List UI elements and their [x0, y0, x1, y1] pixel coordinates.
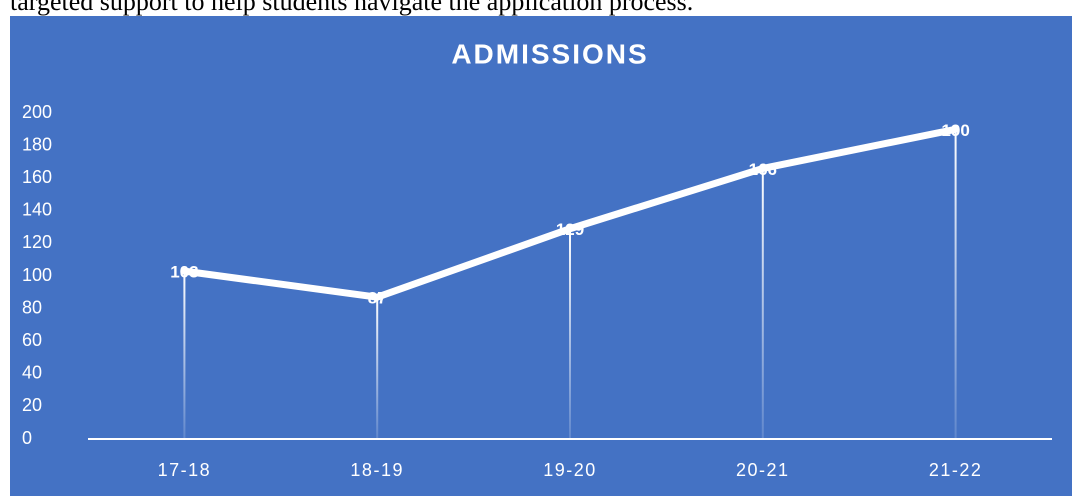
y-tick-label: 80	[22, 297, 42, 317]
drop-line	[761, 168, 764, 440]
y-tick-label: 0	[22, 428, 32, 448]
y-tick-label: 160	[22, 167, 52, 187]
data-label: 190	[941, 121, 969, 140]
drop-line	[569, 228, 571, 439]
x-tick-label: 21-22	[929, 460, 983, 480]
drop-line	[376, 297, 379, 439]
y-tick-label: 20	[22, 395, 42, 415]
y-tick-label: 100	[22, 265, 52, 285]
y-tick-label: 200	[22, 102, 52, 122]
y-tick-label: 40	[22, 363, 42, 383]
drop-line	[183, 271, 186, 439]
drop-line	[954, 129, 957, 440]
x-tick-label: 20-21	[736, 460, 790, 480]
y-tick-label: 60	[22, 330, 42, 350]
data-label: 166	[749, 160, 777, 179]
caption: targeted support to help students naviga…	[10, 0, 693, 16]
y-tick-label: 140	[22, 200, 52, 220]
data-label: 87	[368, 289, 387, 308]
data-line	[180, 125, 960, 301]
x-tick-label: 19-20	[543, 460, 597, 480]
x-tick-label: 18-19	[350, 460, 404, 480]
chart-title: ADMISSIONS	[451, 38, 648, 69]
y-tick-label: 120	[22, 232, 52, 252]
y-tick-label: 180	[22, 134, 52, 154]
data-label: 103	[170, 263, 198, 282]
data-label: 129	[556, 220, 584, 239]
chart-background	[10, 16, 1072, 496]
x-tick-label: 17-18	[158, 460, 212, 480]
